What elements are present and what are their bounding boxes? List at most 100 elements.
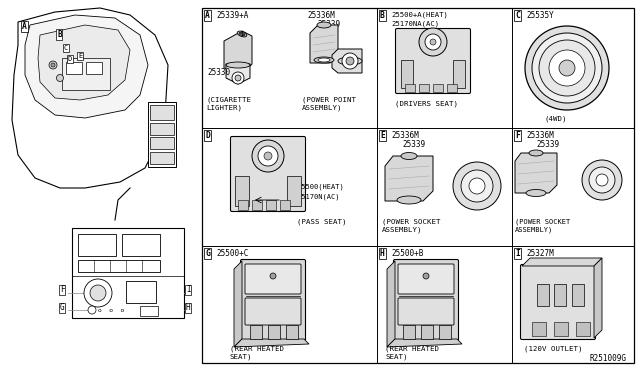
Circle shape <box>56 74 63 81</box>
Text: 25500+C: 25500+C <box>216 249 248 258</box>
Text: E: E <box>78 53 83 59</box>
Text: (120V OUTLET): (120V OUTLET) <box>524 346 582 353</box>
FancyBboxPatch shape <box>398 298 454 325</box>
Text: G: G <box>205 249 210 258</box>
Bar <box>126 281 156 303</box>
Bar <box>266 200 276 210</box>
Text: 25500+A(HEAT): 25500+A(HEAT) <box>391 11 448 17</box>
Text: A: A <box>205 11 210 20</box>
Circle shape <box>84 279 112 307</box>
Text: (POWER SOCKET: (POWER SOCKET <box>515 218 570 224</box>
Polygon shape <box>224 31 252 74</box>
Bar <box>150 123 174 135</box>
Bar <box>572 284 584 306</box>
Bar <box>401 60 413 88</box>
Circle shape <box>423 273 429 279</box>
Circle shape <box>430 39 436 45</box>
Polygon shape <box>234 261 242 347</box>
Ellipse shape <box>338 57 362 65</box>
Text: 25170N(AC): 25170N(AC) <box>297 193 339 199</box>
Text: B: B <box>380 11 385 20</box>
Text: C: C <box>64 45 68 51</box>
Text: (POWER POINT: (POWER POINT <box>302 96 356 103</box>
Circle shape <box>419 28 447 56</box>
Circle shape <box>346 57 354 65</box>
Text: D: D <box>205 131 210 140</box>
Circle shape <box>461 170 493 202</box>
Polygon shape <box>522 258 602 266</box>
Bar <box>78 260 160 272</box>
Bar <box>287 176 301 206</box>
Bar <box>86 62 102 74</box>
Text: o  o  o: o o o <box>98 308 124 314</box>
Circle shape <box>258 146 278 166</box>
Ellipse shape <box>318 58 330 62</box>
Ellipse shape <box>237 31 247 37</box>
Text: SEAT): SEAT) <box>230 354 253 360</box>
Bar <box>72 228 184 318</box>
Bar <box>150 152 174 164</box>
Polygon shape <box>515 153 557 193</box>
Circle shape <box>549 50 585 86</box>
Text: I: I <box>515 249 520 258</box>
Circle shape <box>342 53 358 69</box>
Bar <box>554 284 566 306</box>
Ellipse shape <box>397 196 421 204</box>
FancyBboxPatch shape <box>520 264 595 340</box>
FancyBboxPatch shape <box>241 260 305 340</box>
Text: 25339+A: 25339+A <box>216 11 248 20</box>
Bar <box>238 200 248 210</box>
Circle shape <box>532 33 602 103</box>
Circle shape <box>596 174 608 186</box>
Ellipse shape <box>526 189 546 196</box>
Text: LIGHTER): LIGHTER) <box>206 104 242 110</box>
Text: D: D <box>68 56 72 62</box>
Bar <box>554 322 568 336</box>
Bar <box>433 84 443 92</box>
Ellipse shape <box>314 57 334 63</box>
Bar <box>405 84 415 92</box>
FancyBboxPatch shape <box>245 264 301 294</box>
Polygon shape <box>387 339 462 347</box>
Text: (REAR HEATED: (REAR HEATED <box>230 346 284 353</box>
Text: ASSEMBLY): ASSEMBLY) <box>302 104 342 110</box>
Text: E: E <box>380 131 385 140</box>
Ellipse shape <box>226 62 250 68</box>
Text: (REAR HEATED: (REAR HEATED <box>385 346 439 353</box>
Text: H: H <box>380 249 385 258</box>
FancyBboxPatch shape <box>245 298 301 325</box>
Circle shape <box>559 60 575 76</box>
Polygon shape <box>332 49 362 73</box>
Text: (DRIVERS SEAT): (DRIVERS SEAT) <box>395 100 458 106</box>
Bar <box>532 322 546 336</box>
Circle shape <box>589 167 615 193</box>
Circle shape <box>51 63 55 67</box>
Text: B: B <box>57 30 61 39</box>
Text: F: F <box>60 285 65 295</box>
Bar <box>447 84 457 92</box>
Bar <box>453 60 465 88</box>
Text: 25500(HEAT): 25500(HEAT) <box>297 183 344 189</box>
Text: R251009G: R251009G <box>590 354 627 363</box>
Text: 25336M: 25336M <box>307 11 335 20</box>
Circle shape <box>88 306 96 314</box>
Bar <box>140 306 158 316</box>
Polygon shape <box>387 261 395 347</box>
Ellipse shape <box>317 22 331 28</box>
Bar <box>286 325 298 339</box>
Polygon shape <box>12 8 168 188</box>
Text: SEAT): SEAT) <box>385 354 408 360</box>
Circle shape <box>539 40 595 96</box>
Polygon shape <box>226 64 250 84</box>
Polygon shape <box>385 156 433 201</box>
Text: G: G <box>60 304 65 312</box>
Polygon shape <box>25 15 148 118</box>
FancyBboxPatch shape <box>396 29 470 93</box>
Bar <box>78 234 116 256</box>
Bar <box>250 325 262 339</box>
Text: C: C <box>515 11 520 20</box>
FancyBboxPatch shape <box>398 264 454 294</box>
Text: A: A <box>22 22 27 31</box>
Bar <box>419 84 429 92</box>
FancyBboxPatch shape <box>394 260 458 340</box>
